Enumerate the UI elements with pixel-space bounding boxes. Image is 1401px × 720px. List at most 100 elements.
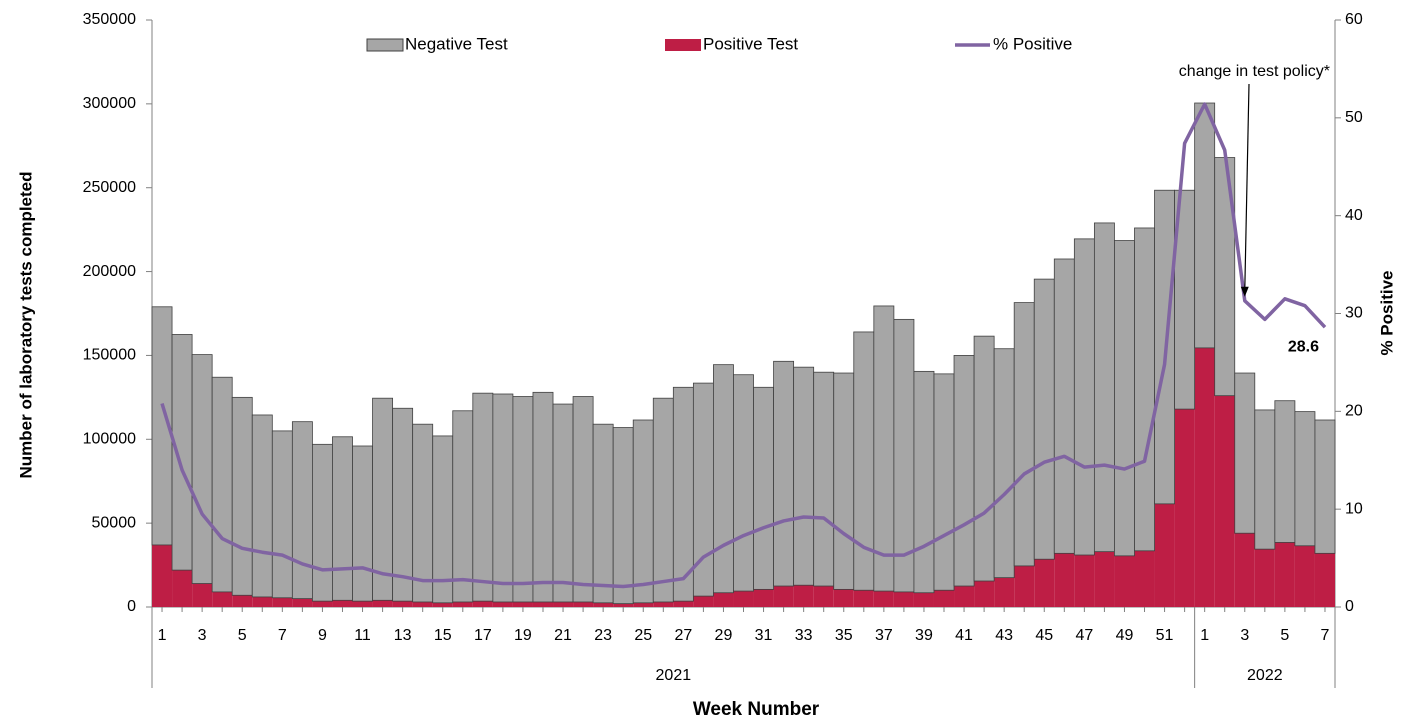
legend-swatch	[665, 39, 701, 51]
bar	[1214, 395, 1235, 607]
bar	[231, 396, 253, 596]
bar	[272, 597, 293, 607]
bar	[152, 544, 173, 607]
x-tick-label: 3	[198, 627, 207, 644]
legend-swatch	[366, 38, 404, 52]
annotation-arrowhead	[1240, 286, 1249, 297]
bar	[1073, 238, 1095, 556]
y2-tick-label: 40	[1345, 207, 1363, 224]
bar	[853, 590, 874, 607]
bar	[1034, 559, 1055, 607]
line	[160, 102, 1327, 589]
bar	[733, 591, 754, 607]
x-tick-label: 25	[634, 627, 652, 644]
bar	[1093, 222, 1115, 553]
bar	[232, 595, 253, 607]
bar	[452, 601, 473, 607]
bar	[652, 397, 674, 603]
bar	[191, 354, 213, 584]
x-tick-label: 7	[1321, 627, 1330, 644]
bar	[412, 423, 434, 603]
bar	[633, 602, 654, 607]
x-tick-label: 45	[1035, 627, 1053, 644]
y-tick-label: 250000	[83, 179, 136, 196]
bar	[1114, 240, 1135, 557]
bar	[552, 403, 574, 603]
y-tick-label: 150000	[83, 347, 136, 364]
bar	[211, 376, 233, 593]
bar	[332, 436, 353, 601]
legend-label: % Positive	[993, 34, 1072, 53]
x-tick-label: 47	[1075, 627, 1093, 644]
x-tick-label: 1	[1200, 627, 1209, 644]
bar	[532, 391, 554, 603]
x-tick-label: 29	[715, 627, 733, 644]
bar	[291, 421, 313, 600]
bar	[913, 370, 935, 594]
bar	[432, 602, 453, 607]
bar	[613, 603, 634, 607]
bar	[913, 592, 934, 607]
y-axis-title: Number of laboratory tests completed	[16, 171, 35, 478]
x-tick-label: 41	[955, 627, 973, 644]
x-tick-label: 27	[674, 627, 692, 644]
bar	[352, 601, 373, 607]
x-tick-label: 11	[354, 627, 371, 644]
bar	[1013, 302, 1035, 567]
x-tick-label: 51	[1156, 627, 1174, 644]
bar	[733, 374, 754, 592]
bar	[312, 601, 333, 607]
bar	[332, 600, 353, 607]
year-label: 2021	[656, 667, 692, 684]
x-axis-title: Week Number	[693, 699, 820, 720]
x-tick-label: 49	[1116, 627, 1134, 644]
x-tick-label: 5	[1280, 627, 1289, 644]
x-tick-label: 5	[238, 627, 247, 644]
x-tick-label: 15	[434, 627, 452, 644]
bar	[512, 396, 534, 603]
bar	[933, 373, 955, 591]
bar	[833, 372, 855, 590]
y-tick-label: 350000	[83, 11, 136, 28]
bar	[1314, 419, 1336, 554]
bar	[1154, 503, 1175, 607]
bar	[873, 305, 895, 592]
bar	[793, 366, 815, 586]
bar	[312, 443, 333, 602]
bar	[953, 355, 975, 587]
y-tick-label: 300000	[83, 95, 136, 112]
bar	[632, 419, 654, 604]
x-tick-label: 31	[755, 627, 773, 644]
bar	[1134, 550, 1155, 607]
bar	[974, 581, 995, 607]
bar	[1274, 400, 1296, 543]
year-label: 2022	[1247, 667, 1283, 684]
bar	[612, 427, 634, 605]
bar	[472, 392, 494, 602]
bar	[292, 598, 313, 607]
bar	[873, 591, 894, 607]
bar	[1234, 372, 1256, 534]
x-tick-label: 21	[554, 627, 572, 644]
bar	[1274, 542, 1295, 607]
bar	[172, 570, 193, 607]
bar	[192, 583, 213, 607]
bar	[352, 445, 373, 602]
x-tick-label: 17	[474, 627, 492, 644]
bar	[1174, 409, 1195, 607]
y-tick-label: 0	[127, 598, 136, 615]
bar	[1194, 347, 1215, 607]
x-tick-label: 1	[158, 627, 167, 644]
y2-tick-label: 30	[1345, 305, 1363, 322]
bar	[252, 596, 273, 607]
bar	[573, 601, 594, 607]
bar	[993, 348, 1015, 579]
x-tick-label: 23	[594, 627, 612, 644]
x-tick-label: 39	[915, 627, 933, 644]
bar	[1254, 409, 1276, 550]
y-tick-label: 200000	[83, 263, 136, 280]
bar	[412, 601, 433, 607]
annotation: change in test policy*	[1179, 63, 1330, 80]
bar	[512, 601, 533, 607]
